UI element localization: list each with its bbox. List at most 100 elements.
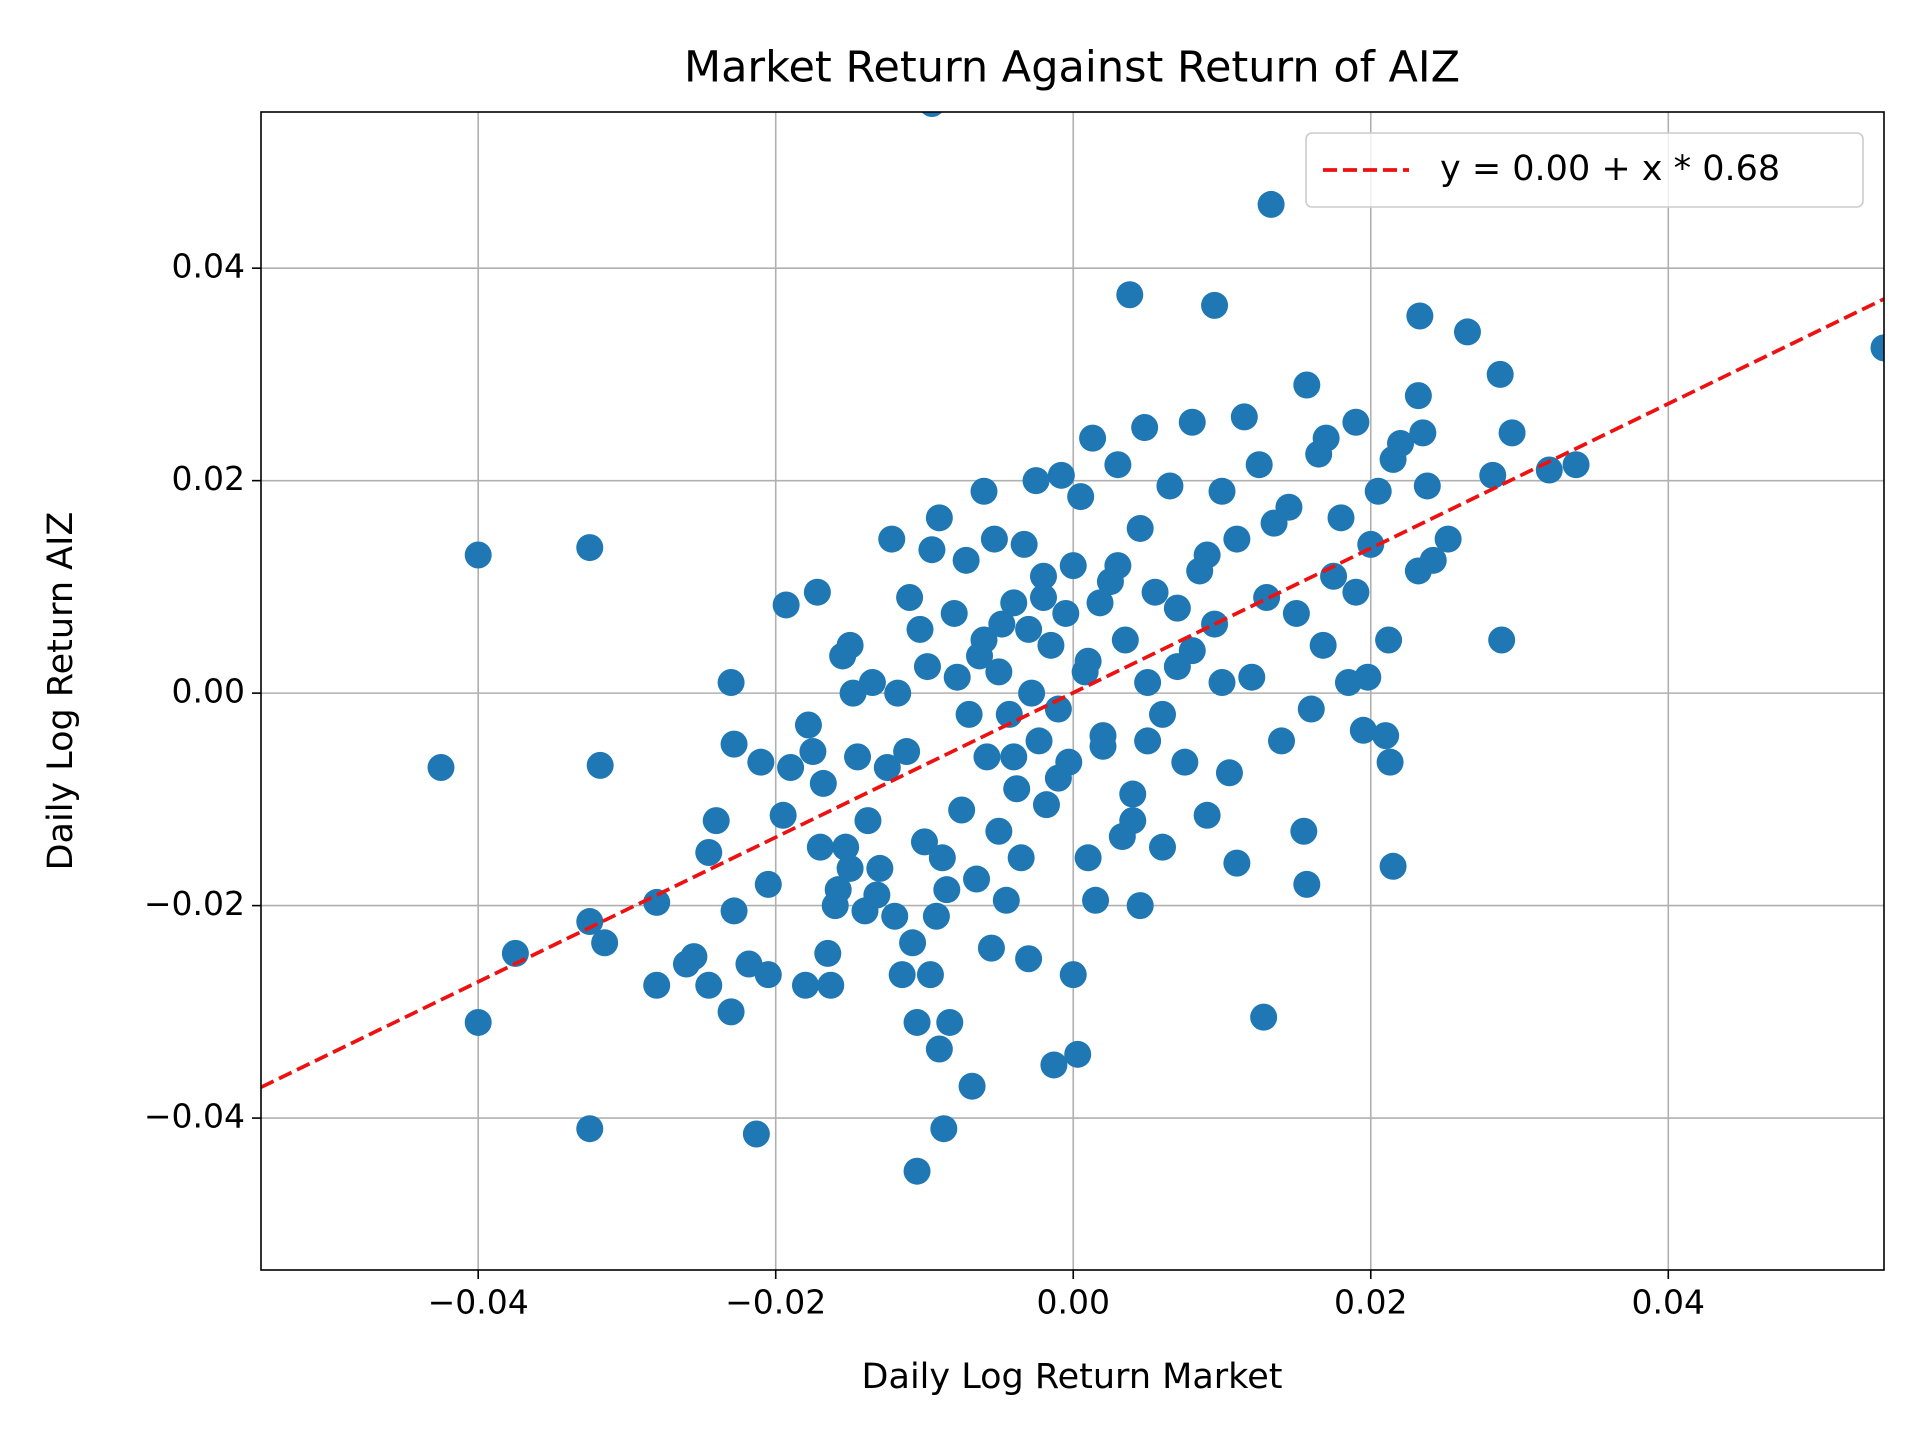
point xyxy=(1079,424,1107,452)
point xyxy=(1029,584,1057,612)
point xyxy=(1327,504,1355,532)
point xyxy=(992,886,1020,914)
point xyxy=(1309,631,1337,659)
point xyxy=(1342,408,1370,436)
point xyxy=(1413,472,1441,500)
point xyxy=(1404,382,1432,410)
point xyxy=(1044,764,1072,792)
point xyxy=(1387,429,1415,457)
point xyxy=(1119,807,1147,835)
point xyxy=(1131,414,1159,442)
point xyxy=(1149,833,1177,861)
point xyxy=(814,939,842,967)
point xyxy=(903,1008,931,1036)
point xyxy=(643,971,671,999)
point xyxy=(799,738,827,766)
point xyxy=(1488,626,1516,654)
point xyxy=(836,631,864,659)
point xyxy=(769,801,797,829)
point xyxy=(1193,801,1221,829)
legend-box xyxy=(1305,132,1864,208)
point xyxy=(1201,291,1229,319)
x-tick-label: 0.00 xyxy=(1037,1283,1110,1322)
point xyxy=(464,541,492,569)
point xyxy=(1018,679,1046,707)
point xyxy=(973,743,1001,771)
point xyxy=(809,769,837,797)
point xyxy=(1111,626,1139,654)
point xyxy=(1342,578,1370,606)
point xyxy=(943,663,971,691)
legend-label: y = 0.00 + x * 0.68 xyxy=(1440,149,1780,189)
point xyxy=(586,751,614,779)
point xyxy=(1074,647,1102,675)
point xyxy=(906,615,934,643)
point xyxy=(1040,1051,1068,1079)
point xyxy=(1379,852,1407,880)
point xyxy=(1086,589,1114,617)
point xyxy=(794,711,822,739)
point xyxy=(928,844,956,872)
point xyxy=(1349,716,1377,744)
y-tick-label: −0.02 xyxy=(144,884,245,923)
point xyxy=(1156,472,1184,500)
point xyxy=(1453,318,1481,346)
point xyxy=(896,584,924,612)
point xyxy=(922,902,950,930)
point xyxy=(930,1115,958,1143)
point xyxy=(1275,493,1303,521)
point xyxy=(754,961,782,989)
point xyxy=(720,897,748,925)
point xyxy=(952,546,980,574)
point xyxy=(936,1008,964,1036)
point xyxy=(863,881,891,909)
point xyxy=(1010,530,1038,558)
y-tick-label: 0.02 xyxy=(172,459,245,498)
x-axis-label: Daily Log Return Market xyxy=(862,1357,1283,1397)
point xyxy=(1223,849,1251,877)
point xyxy=(1434,525,1462,553)
point xyxy=(1037,631,1065,659)
point xyxy=(1000,743,1028,771)
point xyxy=(1163,594,1191,622)
y-tick-label: −0.04 xyxy=(144,1097,245,1136)
point xyxy=(803,578,831,606)
point xyxy=(1282,599,1310,627)
x-tick-label: 0.04 xyxy=(1632,1283,1705,1322)
point xyxy=(963,865,991,893)
point xyxy=(1059,552,1087,580)
y-tick-label: 0.00 xyxy=(172,672,245,711)
point xyxy=(1479,461,1507,489)
point xyxy=(695,838,723,866)
x-tick-label: 0.02 xyxy=(1334,1283,1407,1322)
point xyxy=(995,700,1023,728)
point xyxy=(878,525,906,553)
axes: −0.04 −0.02 0.00 0.02 0.04 −0.04 −0.02 0.00 0.02… xyxy=(144,247,1705,1322)
point xyxy=(576,1115,604,1143)
point xyxy=(980,525,1008,553)
point xyxy=(1409,419,1437,447)
point xyxy=(427,753,455,781)
point xyxy=(866,854,894,882)
point xyxy=(1870,334,1884,362)
point xyxy=(1245,451,1273,479)
point xyxy=(1290,817,1318,845)
point xyxy=(747,748,775,776)
point xyxy=(1562,451,1590,479)
point xyxy=(1230,403,1258,431)
point xyxy=(1419,546,1447,574)
point xyxy=(832,833,860,861)
point xyxy=(1104,552,1132,580)
point xyxy=(1126,892,1154,920)
point xyxy=(1193,541,1221,569)
point xyxy=(873,753,901,781)
point xyxy=(1297,695,1325,723)
point xyxy=(576,534,604,562)
point xyxy=(1134,669,1162,697)
point xyxy=(836,854,864,882)
point xyxy=(977,934,1005,962)
point xyxy=(464,1008,492,1036)
point xyxy=(940,599,968,627)
point xyxy=(1253,584,1281,612)
